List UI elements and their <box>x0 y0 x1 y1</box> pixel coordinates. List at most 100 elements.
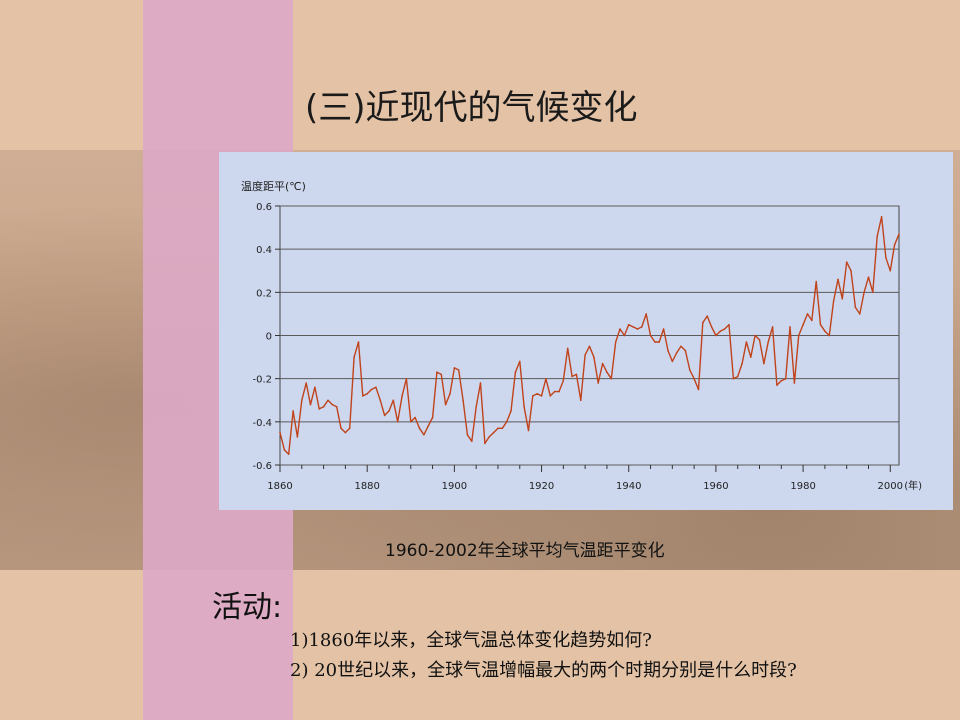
data-point <box>571 375 573 378</box>
data-point <box>444 403 447 406</box>
data-point <box>898 233 900 235</box>
y-tick-label: -0.4 <box>252 418 272 429</box>
data-point <box>318 408 320 410</box>
data-point <box>867 276 870 278</box>
data-point <box>510 410 512 412</box>
data-point <box>610 377 613 380</box>
data-point <box>471 440 473 443</box>
data-point <box>375 386 377 389</box>
data-point <box>418 427 421 430</box>
data-point <box>401 395 403 397</box>
data-point <box>475 405 478 408</box>
data-point <box>484 442 486 445</box>
data-point <box>710 326 713 328</box>
data-point <box>754 334 756 337</box>
data-point <box>322 405 325 408</box>
x-tick-label: 1860 <box>267 481 292 492</box>
data-point <box>885 257 887 259</box>
x-tick-label: 1900 <box>442 481 467 492</box>
data-point <box>344 431 347 434</box>
data-point <box>527 429 530 432</box>
data-point <box>645 313 647 315</box>
data-point <box>859 313 861 315</box>
data-point <box>562 380 565 382</box>
data-point <box>832 300 835 302</box>
data-point <box>549 395 552 397</box>
data-point <box>597 382 599 384</box>
data-point <box>793 382 796 384</box>
data-point <box>654 341 656 343</box>
data-point <box>623 334 626 337</box>
data-point <box>370 388 373 391</box>
data-point <box>824 330 826 332</box>
data-point <box>348 427 351 430</box>
data-point <box>684 349 687 352</box>
data-point <box>671 360 674 363</box>
data-point <box>519 360 521 363</box>
data-point <box>697 388 700 391</box>
chart-caption: 1960-2002年全球平均气温距平变化 <box>385 541 665 561</box>
data-point <box>606 371 608 373</box>
data-point <box>593 356 595 358</box>
data-point <box>427 425 429 427</box>
x-tick-label: 1920 <box>529 481 554 492</box>
y-axis-label: 温度距平(℃) <box>241 179 306 193</box>
data-point <box>649 334 652 337</box>
data-point <box>789 326 791 328</box>
data-point <box>815 280 817 283</box>
data-point <box>601 362 604 365</box>
data-point <box>627 323 630 326</box>
data-point <box>693 377 695 380</box>
data-point <box>479 382 482 384</box>
question-2: 2) 20世纪以来，全球气温增幅最大的两个时期分别是什么时段? <box>290 660 797 681</box>
data-point <box>893 244 896 246</box>
data-point <box>462 399 464 402</box>
data-point <box>283 449 286 451</box>
data-point <box>811 319 813 322</box>
data-point <box>414 416 416 419</box>
data-point <box>466 434 469 436</box>
data-point <box>706 315 708 317</box>
data-point <box>396 421 399 423</box>
data-point <box>287 453 290 456</box>
data-point <box>689 369 691 371</box>
x-tick-label: 1880 <box>354 481 379 492</box>
data-point <box>497 427 499 430</box>
data-point <box>558 390 560 393</box>
temperature-chart: 0.6 0.4 0.2 0 -0.2 -0.4 -0.6 1860 1880 1900 1920 19… <box>219 152 953 510</box>
data-point <box>632 326 634 328</box>
y-tick-label: 0 <box>266 332 272 343</box>
data-point <box>736 375 739 378</box>
y-tick-label: 0.2 <box>256 288 272 299</box>
data-point <box>514 371 517 373</box>
slide-title: (三)近现代的气候变化 <box>305 88 638 128</box>
data-point <box>388 410 390 412</box>
data-point <box>845 261 848 263</box>
data-point <box>771 326 774 328</box>
y-tick-label: 0.6 <box>256 202 272 213</box>
data-point <box>440 373 443 376</box>
data-point <box>750 356 752 358</box>
data-point <box>880 216 883 218</box>
data-point <box>889 270 892 272</box>
data-point <box>327 399 329 402</box>
data-point <box>366 393 368 395</box>
data-point <box>357 341 360 343</box>
data-point <box>580 399 582 402</box>
data-point <box>758 339 761 341</box>
question-1: 1)1860年以来，全球气温总体变化趋势如何? <box>290 630 652 651</box>
data-point <box>314 386 316 389</box>
data-point <box>767 341 769 343</box>
data-point <box>436 371 438 373</box>
data-point <box>536 393 538 395</box>
data-point <box>340 427 342 430</box>
data-point <box>863 291 865 294</box>
data-point <box>301 399 303 402</box>
data-point <box>505 421 508 423</box>
data-point <box>405 377 408 380</box>
x-tick-label: 1940 <box>616 481 641 492</box>
data-point <box>837 278 839 281</box>
data-point <box>575 373 578 376</box>
data-point <box>641 326 643 328</box>
